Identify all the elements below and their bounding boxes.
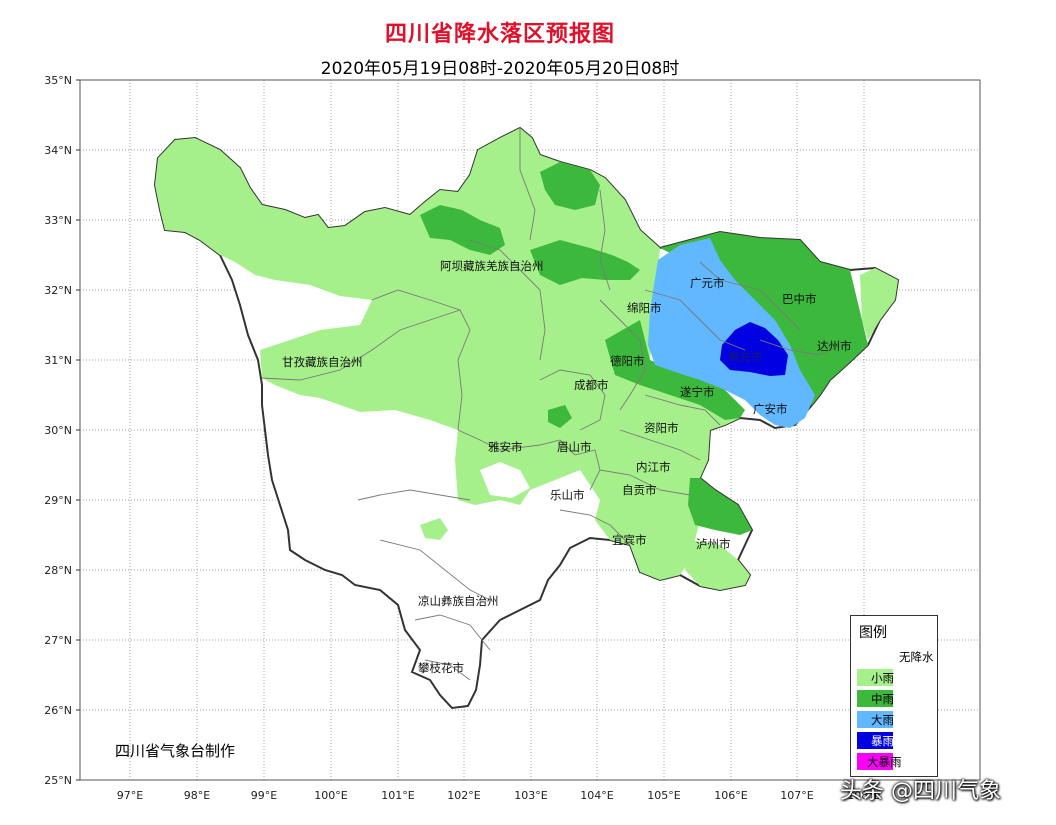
legend-swatch bbox=[857, 690, 893, 707]
lat-label: 35°N bbox=[44, 74, 72, 87]
moderate-rain-area bbox=[420, 205, 505, 255]
light-rain-area bbox=[155, 128, 740, 580]
heavy-rain-area bbox=[648, 238, 815, 428]
label-yaan: 雅安市 bbox=[488, 440, 523, 454]
lat-label: 27°N bbox=[44, 634, 72, 647]
label-leshan: 乐山市 bbox=[550, 488, 585, 502]
label-liangshan: 凉山彝族自治州 bbox=[418, 594, 499, 608]
legend-label: 暴雨 bbox=[871, 734, 894, 748]
light-rain-area-luzhou bbox=[685, 540, 750, 590]
lon-label: 100°E bbox=[314, 789, 347, 802]
legend-item-light-rain: 小雨 bbox=[857, 669, 933, 686]
moderate-rain-area bbox=[540, 162, 600, 210]
place-labels: 阿坝藏族羌族自治州 甘孜藏族自治州 凉山彝族自治州 攀枝花市 广元市 巴中市 绵… bbox=[282, 259, 852, 675]
legend-label: 无降水 bbox=[899, 650, 934, 664]
lon-label: 99°E bbox=[251, 789, 277, 802]
label-bazhong: 巴中市 bbox=[782, 292, 817, 306]
lon-label: 108°E bbox=[847, 789, 880, 802]
label-ganzi: 甘孜藏族自治州 bbox=[282, 355, 363, 369]
lon-label: 105°E bbox=[647, 789, 680, 802]
lat-label: 34°N bbox=[44, 144, 72, 157]
legend-label: 大雨 bbox=[871, 713, 894, 727]
label-guangan: 广安市 bbox=[753, 402, 788, 416]
label-dazhou: 达州市 bbox=[817, 339, 852, 353]
label-guangyuan: 广元市 bbox=[690, 276, 725, 290]
light-rain-area-east bbox=[860, 268, 898, 340]
label-yibin: 宜宾市 bbox=[612, 533, 647, 547]
lat-label: 29°N bbox=[44, 494, 72, 507]
lon-labels: 97°E 98°E 99°E 100°E 101°E 102°E 103°E 1… bbox=[117, 789, 881, 802]
lat-label: 33°N bbox=[44, 214, 72, 227]
lat-label: 25°N bbox=[44, 774, 72, 787]
legend-title: 图例 bbox=[859, 625, 887, 641]
lon-label: 104°E bbox=[580, 789, 613, 802]
label-suining: 遂宁市 bbox=[680, 385, 715, 399]
moderate-rain-patch bbox=[548, 405, 572, 428]
no-rain-hole bbox=[480, 462, 530, 498]
axis-ticks bbox=[76, 79, 80, 781]
rainstorm-area bbox=[720, 322, 788, 376]
legend-label: 小雨 bbox=[871, 671, 894, 685]
legend-label: 大暴雨 bbox=[867, 755, 902, 769]
label-neijiang: 内江市 bbox=[636, 460, 671, 474]
legend-label: 中雨 bbox=[871, 692, 894, 706]
label-luzhou: 泸州市 bbox=[696, 537, 731, 551]
no-rain-hole bbox=[262, 290, 345, 330]
label-panzhihua: 攀枝花市 bbox=[418, 661, 464, 675]
lat-label: 32°N bbox=[44, 284, 72, 297]
label-meishan: 眉山市 bbox=[557, 440, 592, 454]
label-chengdu: 成都市 bbox=[574, 378, 609, 392]
map-title: 四川省降水落区预报图 bbox=[384, 22, 615, 47]
label-deyang: 德阳市 bbox=[610, 354, 645, 368]
legend-item-heavy-rain: 大雨 bbox=[857, 711, 933, 728]
lon-label: 107°E bbox=[780, 789, 813, 802]
legend-item-moderate-rain: 中雨 bbox=[857, 690, 933, 707]
legend-swatch bbox=[857, 732, 893, 749]
label-ziyang: 资阳市 bbox=[644, 421, 679, 435]
label-aba: 阿坝藏族羌族自治州 bbox=[440, 259, 544, 273]
legend-item-none: 无降水 bbox=[857, 648, 934, 665]
legend: 图例 无降水 小雨 中雨 大雨 暴雨 大暴雨 bbox=[850, 615, 938, 777]
lon-label: 97°E bbox=[117, 789, 143, 802]
moderate-rain-area bbox=[530, 240, 640, 285]
lat-labels: 35°N 34°N 33°N 32°N 31°N 30°N 29°N 28°N … bbox=[44, 74, 72, 787]
lon-label: 103°E bbox=[514, 789, 547, 802]
light-rain-patch bbox=[420, 518, 448, 540]
legend-swatch bbox=[857, 753, 893, 770]
moderate-rain-area-luzhou bbox=[688, 478, 752, 535]
producer-credit: 四川省气象台制作 bbox=[115, 742, 236, 760]
label-zigong: 自贡市 bbox=[622, 483, 657, 497]
lon-label: 98°E bbox=[184, 789, 210, 802]
lon-label: 106°E bbox=[714, 789, 747, 802]
prefecture-boundaries bbox=[261, 128, 841, 681]
legend-swatch bbox=[857, 669, 893, 686]
lat-label: 30°N bbox=[44, 424, 72, 437]
watermark-text: 头条 @四川气象 bbox=[840, 779, 1001, 804]
label-nanchong: 南充市 bbox=[728, 350, 763, 364]
lat-label: 28°N bbox=[44, 564, 72, 577]
label-mianyang: 绵阳市 bbox=[627, 301, 662, 315]
lat-label: 26°N bbox=[44, 704, 72, 717]
lon-label: 102°E bbox=[447, 789, 480, 802]
legend-swatch bbox=[857, 648, 893, 665]
legend-item-heavy-rainstorm: 大暴雨 bbox=[857, 753, 933, 770]
map-subtitle: 2020年05月19日08时-2020年05月20日08时 bbox=[320, 59, 680, 79]
legend-swatch bbox=[857, 711, 893, 728]
lon-label: 101°E bbox=[381, 789, 414, 802]
lat-label: 31°N bbox=[44, 354, 72, 367]
legend-item-rainstorm: 暴雨 bbox=[857, 732, 933, 749]
